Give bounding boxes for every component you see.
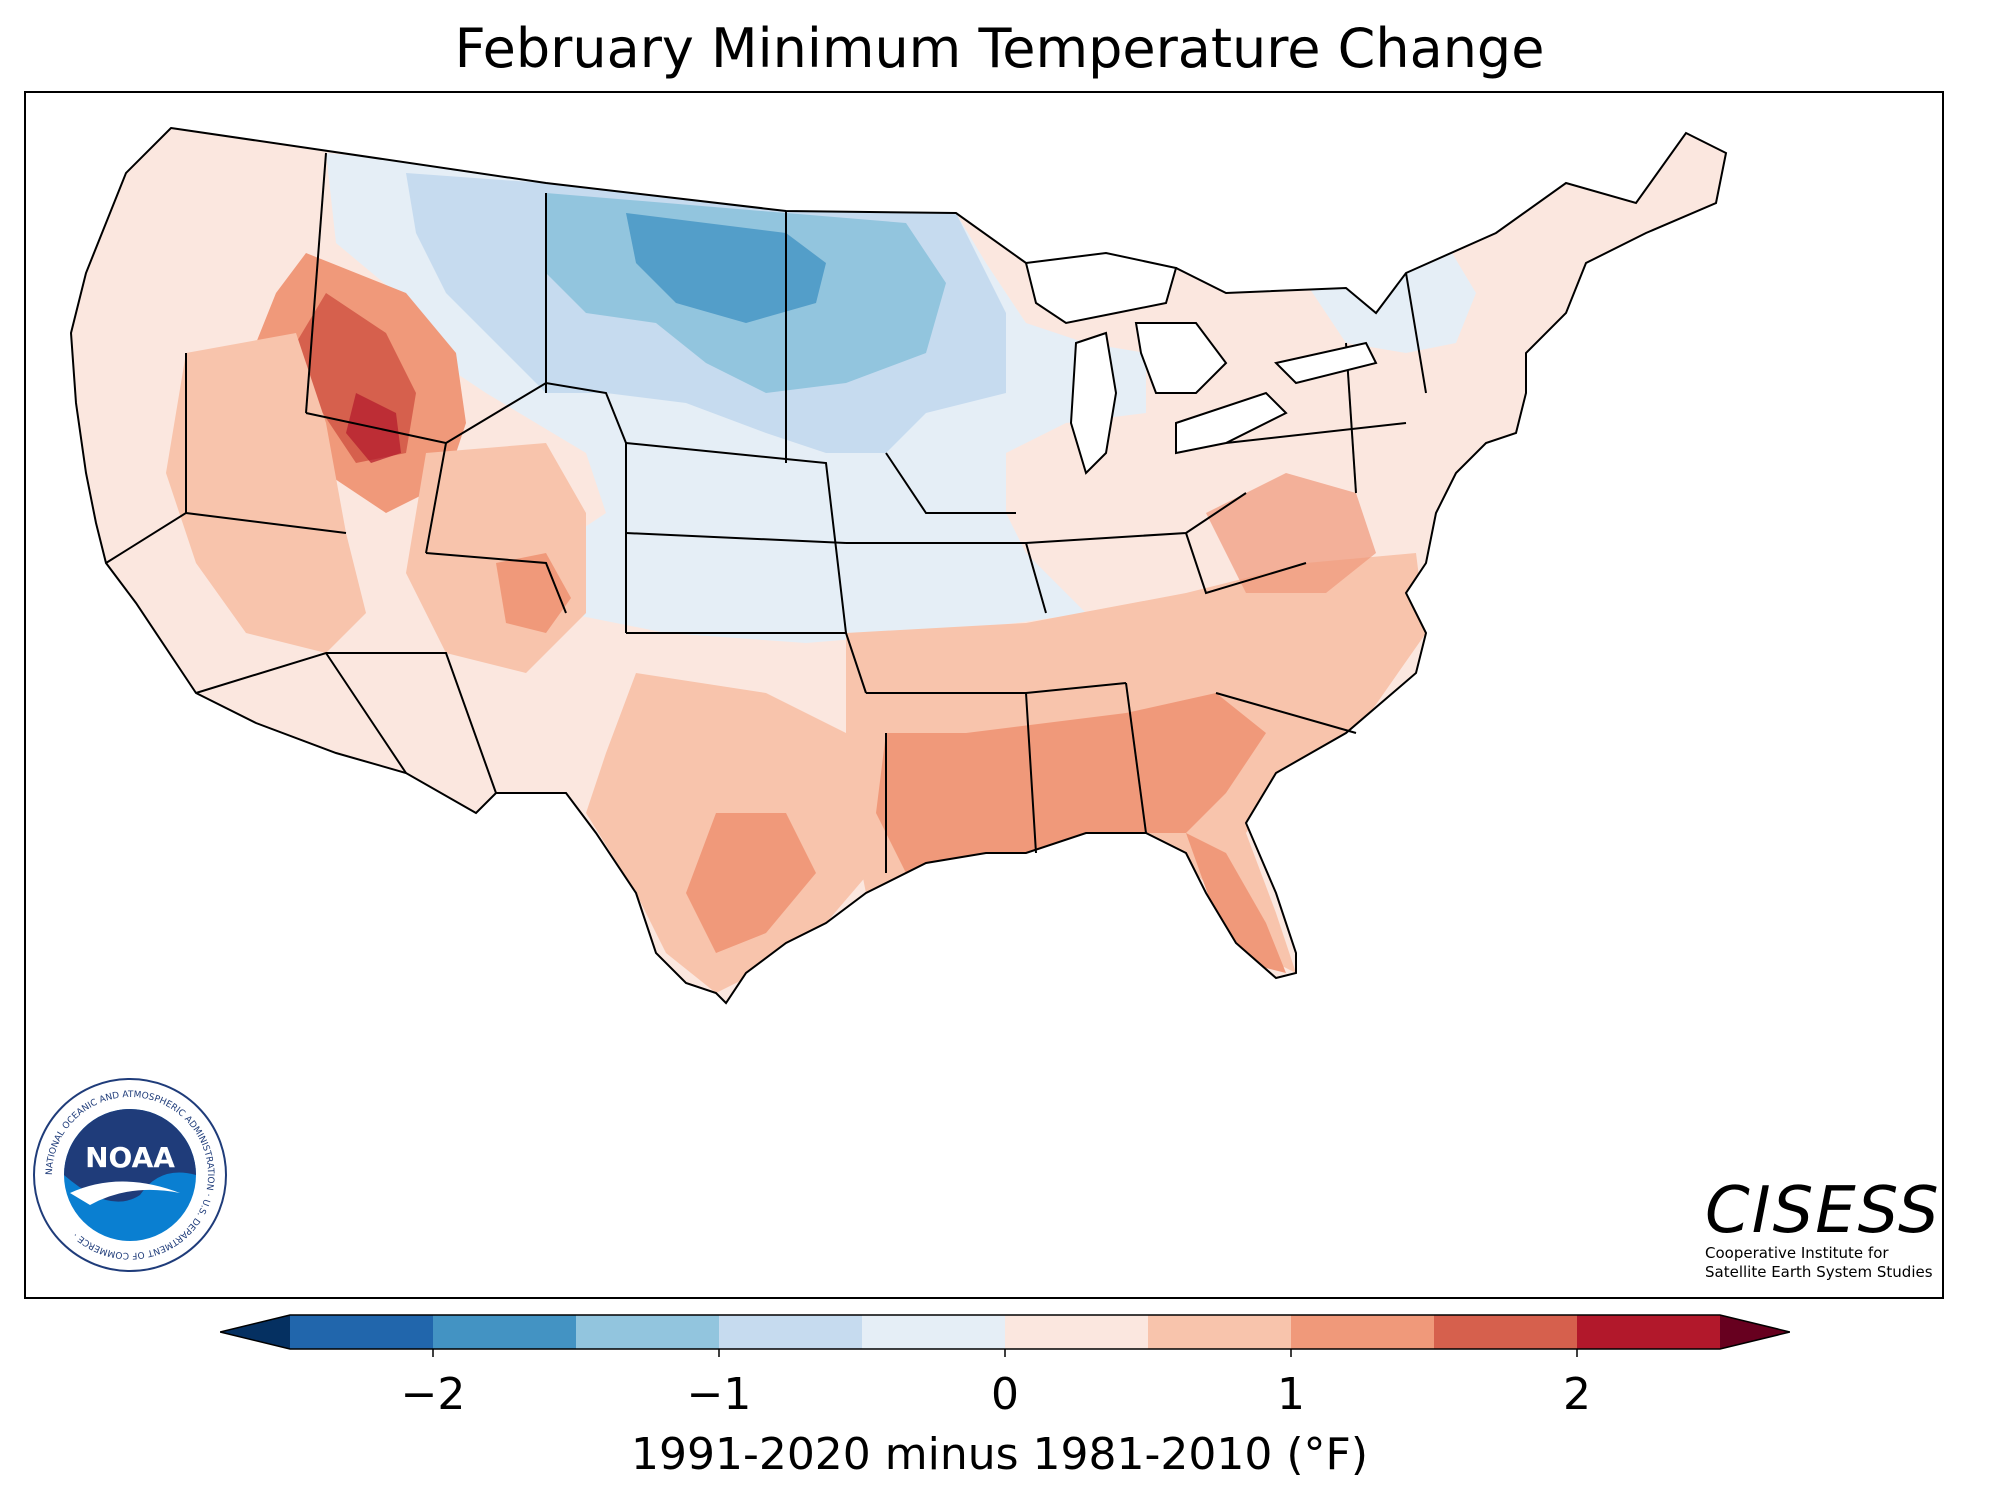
noaa-emblem: NATIONAL OCEANIC AND ATMOSPHERIC ADMINIS… <box>33 1078 227 1272</box>
colorbar <box>220 1314 1790 1357</box>
colorbar-tick-label: −2 <box>400 1369 466 1420</box>
colorbar-tick-label: 1 <box>1277 1369 1305 1420</box>
colorbar-bin <box>1005 1315 1149 1349</box>
noaa-logo: NATIONAL OCEANIC AND ATMOSPHERIC ADMINIS… <box>30 1075 230 1275</box>
colorbar-bin <box>1434 1315 1578 1349</box>
colorbar-outline <box>220 1314 1790 1350</box>
cisess-subtitle-line1: Cooperative Institute for <box>1705 1244 1889 1262</box>
colorbar-bin <box>433 1315 577 1349</box>
cisess-subtitle-line2: Satellite Earth System Studies <box>1705 1263 1933 1281</box>
us-map <box>70 127 1727 1004</box>
noaa-logo-text: NOAA <box>85 1141 175 1174</box>
map-panel <box>24 91 1944 1299</box>
temperature-field <box>71 128 1726 1003</box>
colorbar-extend-high <box>1720 1315 1790 1349</box>
colorbar-extend-low <box>220 1315 290 1349</box>
colorbar-bin <box>1577 1315 1721 1349</box>
colorbar-bin <box>290 1315 434 1349</box>
colorbar-tick-label: −1 <box>686 1369 752 1420</box>
colorbar-bin <box>862 1315 1006 1349</box>
colorbar-tick-label: 0 <box>991 1369 1019 1420</box>
boundary-lines <box>70 127 1727 1004</box>
colorbar-bin <box>1291 1315 1435 1349</box>
great-lakes <box>1024 251 1378 475</box>
colorbar-bin <box>1148 1315 1292 1349</box>
colorbar-bin <box>719 1315 863 1349</box>
cisess-logo: CISESS Cooperative Institute for Satelli… <box>1705 1178 1940 1282</box>
chart-title: February Minimum Temperature Change <box>454 17 1545 80</box>
colorbar-bin <box>576 1315 720 1349</box>
colorbar-label: 1991-2020 minus 1981-2010 (°F) <box>630 1429 1369 1480</box>
colorbar-tick-label: 2 <box>1563 1369 1591 1420</box>
cisess-logo-name: CISESS <box>1705 1174 1941 1248</box>
